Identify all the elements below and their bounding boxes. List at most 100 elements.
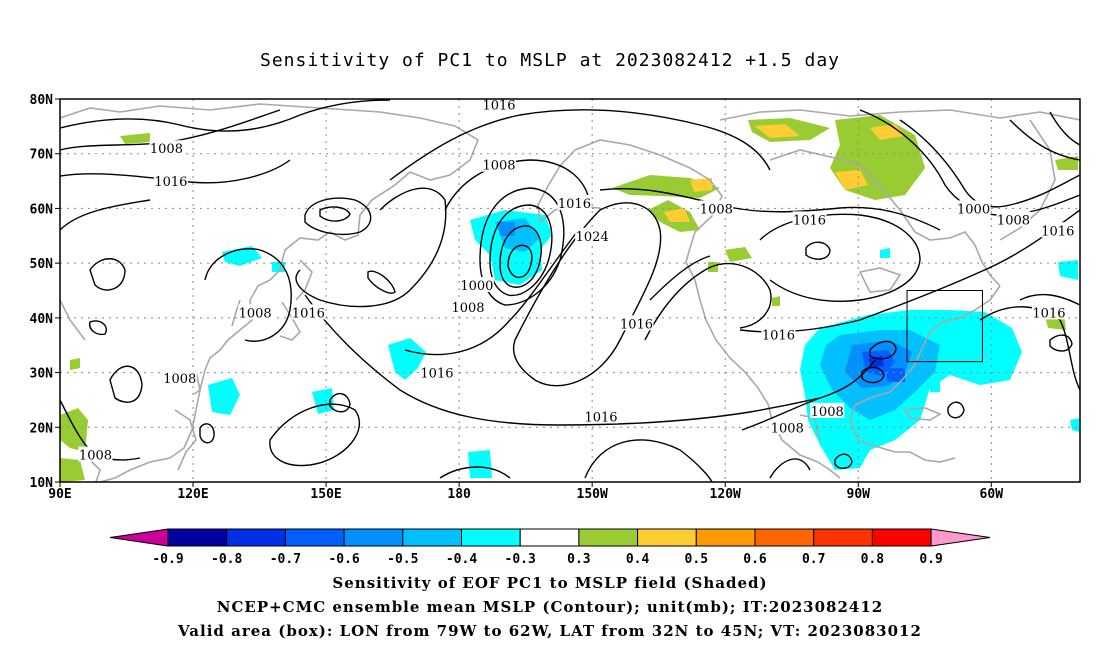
chart-title: Sensitivity of PC1 to MSLP at 2023082412… (259, 50, 840, 71)
mslp-contour (479, 187, 565, 306)
coastline-asia (193, 371, 201, 395)
contour-label-text: 1008 (811, 405, 844, 420)
colorbar-low-arrow (109, 528, 169, 547)
contour-label: 1008 (238, 304, 273, 321)
mslp-contour (499, 225, 542, 288)
mslp-contour (1049, 334, 1073, 352)
negative-shading-region (312, 388, 334, 414)
mslp-contour (947, 401, 965, 419)
mslp-contour (1019, 293, 1080, 306)
lat-tick-label: 60N (30, 202, 54, 217)
contour-label: 1016 (291, 304, 326, 321)
mslp-contour (739, 209, 1080, 333)
graticule (60, 99, 1080, 482)
negative-shading-region (880, 248, 890, 258)
colorbar-high-arrow (930, 528, 991, 547)
contour-labels: 1016 1008 1016 1008 1016 1008 1016 1000 1008 1016… (78, 96, 1075, 464)
coastline-alaska (537, 149, 576, 223)
colorbar-label: -0.8 (211, 552, 242, 567)
mslp-contour (644, 262, 772, 341)
mslp-contour (599, 187, 941, 231)
colorbar-label: -0.6 (328, 552, 359, 567)
contour-label: 1016 (482, 96, 517, 113)
mslp-contour (404, 227, 581, 356)
coastline-north-america (719, 109, 1080, 121)
colorbar-swatch (226, 528, 286, 547)
mslp-contour (60, 99, 391, 132)
lat-tick-label: 80N (30, 93, 54, 108)
mslp-contour (1009, 119, 1080, 161)
positive-shading-region (835, 170, 868, 190)
mslp-contour (204, 248, 292, 342)
contour-label: 1016 (557, 194, 592, 212)
coastline-asia (60, 103, 456, 127)
contour-label: 1024 (575, 227, 610, 245)
colorbar-label: 0.8 (861, 552, 885, 567)
contour-label-text: 1016 (620, 317, 653, 332)
lat-tick-label: 40N (30, 312, 54, 327)
negative-shading-region (388, 338, 426, 380)
coastline-north-america (799, 414, 821, 441)
coastline-north-america (769, 149, 1001, 287)
contour-label-text: 1000 (957, 202, 990, 217)
lat-tick-label: 20N (30, 421, 54, 436)
coastline-asia (60, 299, 86, 341)
lon-tick-label: 120W (710, 487, 741, 502)
colorbar-label: -0.4 (446, 552, 477, 567)
lon-tick-label: 90W (847, 487, 871, 502)
colorbar-swatch (519, 528, 580, 547)
negative-shading-region (208, 378, 240, 415)
colorbar-label: 0.6 (743, 552, 767, 567)
mslp-contour (389, 109, 771, 181)
contour-label: 1016 (153, 173, 188, 190)
colorbar-labels: -0.9 -0.8 -0.7 -0.6 -0.5 -0.4 -0.3 0.3 0.4 0.5 0.6… (152, 552, 942, 567)
mslp-contour (304, 197, 372, 236)
caption-line-3: Valid area (box): LON from 79W to 62W, L… (178, 622, 922, 640)
colorbar-label: 0.5 (685, 552, 708, 567)
contour-label-text: 1016 (292, 306, 325, 321)
contour-label-text: 1024 (576, 230, 609, 245)
coastline-north-america (857, 439, 956, 463)
colorbar-label: 0.3 (567, 552, 590, 567)
contour-label: 1008 (149, 140, 184, 157)
contour-label: 1016 (792, 211, 827, 228)
mslp-contour (861, 366, 885, 384)
mslp-contour (869, 340, 897, 360)
coastline-asia (99, 125, 479, 482)
contour-label: 1008 (996, 211, 1031, 228)
colorbar-swatch (813, 528, 873, 547)
colorbar-swatch (461, 528, 521, 547)
mslp-contour (199, 423, 215, 444)
coastlines (60, 103, 1080, 482)
colorbar-label: 0.9 (919, 552, 942, 567)
contour-label: 1008 (451, 298, 485, 316)
contour-label-text: 1008 (482, 159, 515, 174)
mslp-contour (489, 204, 553, 297)
contour-label: 1016 (761, 326, 796, 343)
contour-label: 1016 (584, 408, 619, 425)
contour-label-text: 1008 (451, 301, 484, 316)
mslp-contour (89, 258, 126, 291)
contour-label-text: 1008 (700, 202, 733, 217)
mslp-contour (109, 365, 143, 403)
coastline-north-america (849, 285, 1001, 441)
positive-shading-region (60, 408, 88, 452)
contour-label: 1016 (1040, 222, 1075, 239)
colorbar-swatch (637, 528, 697, 547)
lat-tick-label: 10N (30, 476, 54, 491)
mslp-contour (89, 320, 107, 336)
mslp-contour (444, 159, 591, 211)
coastline-north-america (817, 461, 841, 479)
mslp-contour (60, 109, 281, 151)
lon-tick-label: 150E (310, 487, 341, 502)
valid-area-box (906, 290, 983, 363)
colorbar-swatch (578, 528, 639, 547)
positive-shading-region (70, 358, 80, 370)
coastline-alaska (574, 139, 819, 463)
contour-label-text: 1016 (420, 367, 453, 382)
mslp-contour (60, 159, 291, 184)
colorbar (109, 528, 991, 547)
mslp-contours (60, 99, 1080, 482)
map-frame (59, 98, 1081, 483)
contour-label-text: 1008 (997, 213, 1030, 228)
